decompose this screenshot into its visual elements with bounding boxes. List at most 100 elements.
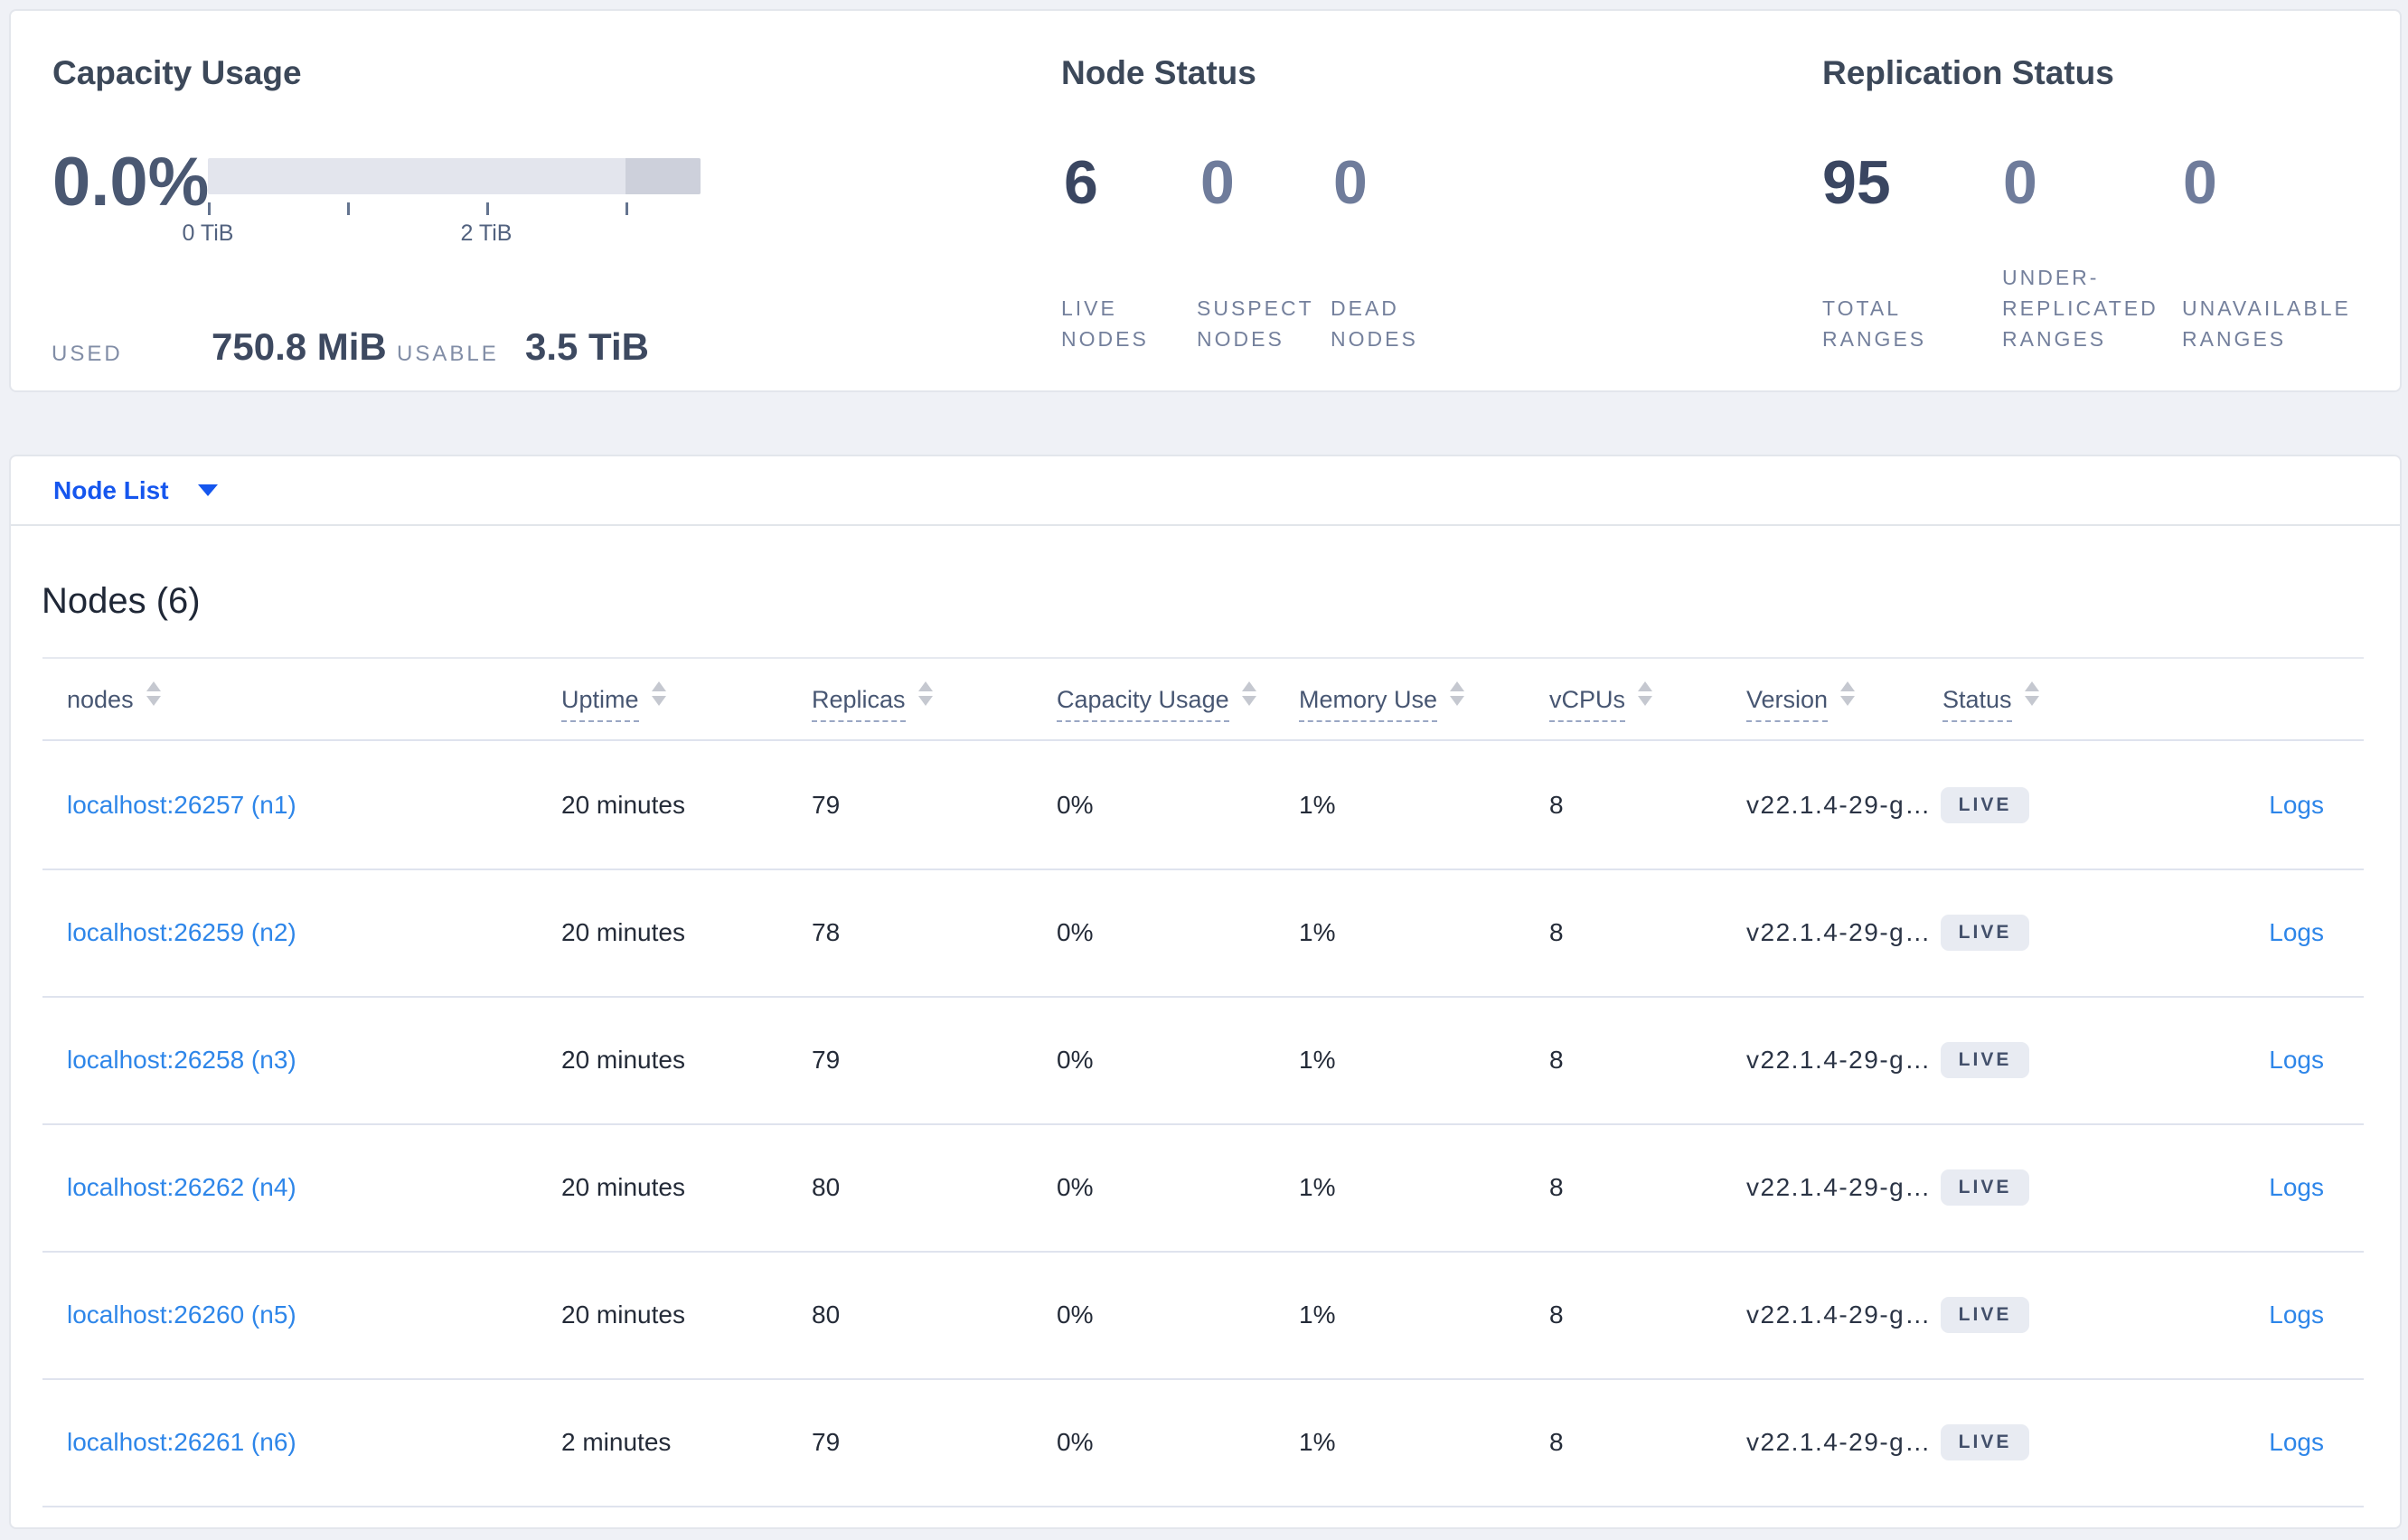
divider: [42, 1378, 2364, 1380]
sort-icon: [1450, 681, 1465, 706]
node-link[interactable]: localhost:26260 (n5): [67, 1300, 296, 1329]
column-header-label: Memory Use: [1299, 686, 1438, 722]
sort-icon: [2024, 681, 2039, 706]
column-header-label: Capacity Usage: [1057, 686, 1229, 722]
table-row: localhost:26262 (n4) 20 minutes 80 0% 1%…: [11, 1123, 2400, 1251]
label-line: UNAVAILABLE: [2182, 296, 2351, 320]
replicas-cell: 79: [812, 790, 841, 819]
node-link[interactable]: localhost:26257 (n1): [67, 790, 296, 819]
capacity-cell: 0%: [1057, 1427, 1094, 1456]
total-ranges-count: 95: [1822, 148, 1891, 217]
logs-link[interactable]: Logs: [2269, 917, 2324, 946]
vcpus-cell: 8: [1549, 917, 1564, 946]
column-header-label: vCPUs: [1549, 686, 1626, 722]
replicas-cell: 80: [812, 1300, 841, 1329]
node-link[interactable]: localhost:26261 (n6): [67, 1427, 296, 1456]
version-cell: v22.1.4-29-g…: [1746, 1172, 1932, 1201]
sort-icon: [917, 681, 933, 706]
sort-icon: [651, 681, 666, 706]
used-value: 750.8 MiB: [212, 325, 387, 368]
axis-tick: [626, 202, 628, 215]
node-link[interactable]: localhost:26258 (n3): [67, 1045, 296, 1074]
column-header-label: nodes: [67, 686, 134, 713]
tick-label-0tib: 0 TiB: [182, 221, 234, 246]
suspect-nodes-count: 0: [1200, 148, 1235, 217]
divider: [42, 1506, 2364, 1507]
vcpus-cell: 8: [1549, 1427, 1564, 1456]
divider: [42, 1123, 2364, 1125]
uptime-cell: 20 minutes: [561, 790, 685, 819]
summary-card: Capacity Usage 0.0% 0 TiB 2 TiB USED 750…: [9, 9, 2402, 392]
memory-cell: 1%: [1299, 1300, 1336, 1329]
table-row: localhost:26259 (n2) 20 minutes 78 0% 1%…: [11, 869, 2400, 996]
logs-link[interactable]: Logs: [2269, 1172, 2324, 1201]
divider: [42, 657, 2364, 659]
label-line: SUSPECT: [1197, 296, 1314, 320]
column-header-uptime[interactable]: Uptime: [561, 681, 666, 722]
node-list-dropdown[interactable]: Node List: [11, 456, 2400, 526]
replicas-cell: 78: [812, 917, 841, 946]
table-row: localhost:26258 (n3) 20 minutes 79 0% 1%…: [11, 996, 2400, 1123]
status-badge: LIVE: [1941, 914, 2029, 951]
sort-icon: [1840, 681, 1856, 706]
vcpus-cell: 8: [1549, 790, 1564, 819]
column-header-replicas[interactable]: Replicas: [812, 681, 933, 722]
memory-cell: 1%: [1299, 790, 1336, 819]
label-line: NODES: [1331, 327, 1418, 351]
memory-cell: 1%: [1299, 1427, 1336, 1456]
column-header-nodes[interactable]: nodes: [67, 681, 161, 722]
logs-link[interactable]: Logs: [2269, 1045, 2324, 1074]
axis-tick: [208, 202, 211, 215]
version-cell: v22.1.4-29-g…: [1746, 1045, 1932, 1074]
uptime-cell: 20 minutes: [561, 1045, 685, 1074]
divider: [42, 869, 2364, 870]
capacity-cell: 0%: [1057, 790, 1094, 819]
column-header-version[interactable]: Version: [1746, 681, 1856, 722]
column-header-status[interactable]: Status: [1942, 681, 2039, 722]
divider: [42, 996, 2364, 998]
capacity-cell: 0%: [1057, 1172, 1094, 1201]
suspect-nodes-label: SUSPECT NODES: [1197, 293, 1314, 354]
uptime-cell: 20 minutes: [561, 1172, 685, 1201]
label-line: NODES: [1197, 327, 1284, 351]
logs-link[interactable]: Logs: [2269, 1300, 2324, 1329]
live-nodes-count: 6: [1064, 148, 1098, 217]
version-cell: v22.1.4-29-g…: [1746, 790, 1932, 819]
sort-icon: [1638, 681, 1653, 706]
capacity-bar: [208, 158, 701, 194]
table-row: localhost:26257 (n1) 20 minutes 79 0% 1%…: [11, 741, 2400, 869]
table-row: localhost:26261 (n6) 2 minutes 79 0% 1% …: [11, 1378, 2400, 1506]
column-header-label: Replicas: [812, 686, 906, 722]
column-header-capacity-usage[interactable]: Capacity Usage: [1057, 681, 1256, 722]
version-cell: v22.1.4-29-g…: [1746, 917, 1932, 946]
column-header-memory-use[interactable]: Memory Use: [1299, 681, 1465, 722]
sort-icon: [1241, 681, 1256, 706]
node-link[interactable]: localhost:26262 (n4): [67, 1172, 296, 1201]
node-link[interactable]: localhost:26259 (n2): [67, 917, 296, 946]
label-line: RANGES: [2182, 327, 2287, 351]
logs-link[interactable]: Logs: [2269, 1427, 2324, 1456]
table-row: localhost:26260 (n5) 20 minutes 80 0% 1%…: [11, 1251, 2400, 1378]
uptime-cell: 20 minutes: [561, 1300, 685, 1329]
column-header-vcpus[interactable]: vCPUs: [1549, 681, 1653, 722]
version-cell: v22.1.4-29-g…: [1746, 1300, 1932, 1329]
capacity-cell: 0%: [1057, 1300, 1094, 1329]
vcpus-cell: 8: [1549, 1045, 1564, 1074]
logs-link[interactable]: Logs: [2269, 790, 2324, 819]
usable-label: USABLE: [397, 342, 499, 366]
vcpus-cell: 8: [1549, 1172, 1564, 1201]
column-header-label: Uptime: [561, 686, 639, 722]
label-line: REPLICATED: [2002, 296, 2159, 320]
replicas-cell: 80: [812, 1172, 841, 1201]
column-header-label: Version: [1746, 686, 1829, 722]
under-replicated-ranges-count: 0: [2003, 148, 2037, 217]
column-header-label: Status: [1942, 686, 2012, 722]
capacity-percent: 0.0%: [52, 144, 210, 221]
live-nodes-label: LIVE NODES: [1061, 293, 1149, 354]
vcpus-cell: 8: [1549, 1300, 1564, 1329]
axis-tick: [347, 202, 350, 215]
node-list-card: Node List Nodes (6) nodes Uptime Replica…: [9, 455, 2402, 1529]
replicas-cell: 79: [812, 1427, 841, 1456]
axis-tick: [486, 202, 489, 215]
status-badge: LIVE: [1941, 1423, 2029, 1460]
